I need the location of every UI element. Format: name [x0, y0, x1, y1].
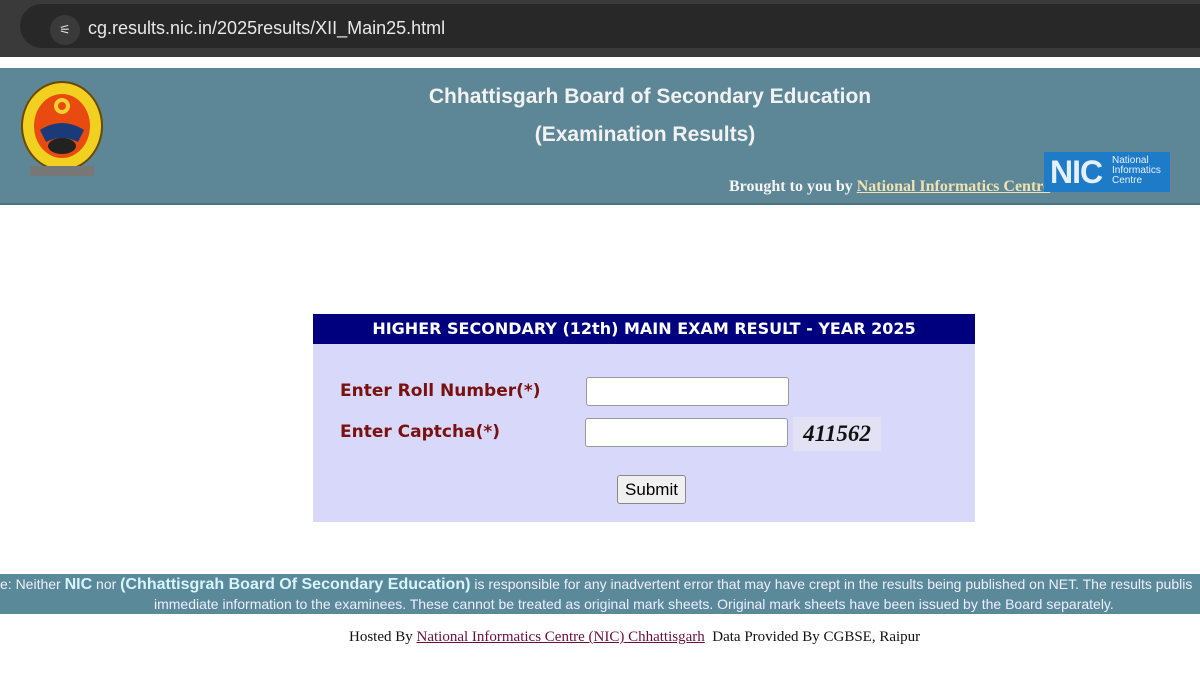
- site-header: Chhattisgarh Board of Secondary Educatio…: [0, 68, 1200, 205]
- captcha-image: 411562: [793, 417, 881, 451]
- form-title: HIGHER SECONDARY (12th) MAIN EXAM RESULT…: [313, 314, 975, 344]
- disclaimer-banner: e: Neither NIC nor (Chhattisgrah Board O…: [0, 574, 1200, 614]
- nic-logo-text: National Informatics Centre: [1112, 155, 1161, 186]
- disclaimer-line-2: immediate information to the examinees. …: [154, 596, 1114, 612]
- nic-logo[interactable]: NIC National Informatics Centre: [1044, 152, 1170, 192]
- hosted-prefix: Hosted By: [349, 629, 413, 645]
- browser-toolbar: ⚟ cg.results.nic.in/2025results/XII_Main…: [0, 0, 1200, 57]
- footer: Hosted By National Informatics Centre (N…: [349, 629, 920, 646]
- brought-prefix: Brought to you by: [729, 178, 853, 195]
- submit-button[interactable]: Submit: [617, 475, 686, 504]
- brought-by: Brought to you by National Informatics C…: [729, 178, 1050, 196]
- page-subtitle: (Examination Results): [534, 123, 756, 146]
- captcha-label: Enter Captcha(*): [340, 422, 500, 442]
- tune-icon[interactable]: ⚟: [50, 15, 80, 45]
- roll-number-input[interactable]: [586, 377, 789, 406]
- page-title: Chhattisgarh Board of Secondary Educatio…: [428, 85, 872, 108]
- cgbse-logo: [21, 81, 103, 176]
- disclaimer-line-1: e: Neither NIC nor (Chhattisgrah Board O…: [0, 576, 1193, 593]
- nic-link[interactable]: National Informatics Centre: [856, 178, 1051, 195]
- roll-number-label: Enter Roll Number(*): [340, 381, 541, 401]
- nic-chhattisgarh-link[interactable]: National Informatics Centre (NIC) Chhatt…: [416, 629, 705, 645]
- url-text[interactable]: cg.results.nic.in/2025results/XII_Main25…: [88, 18, 446, 38]
- result-form: HIGHER SECONDARY (12th) MAIN EXAM RESULT…: [313, 314, 975, 522]
- nic-logo-abbr: NIC: [1050, 154, 1103, 190]
- data-provided: Data Provided By CGBSE, Raipur: [712, 629, 921, 645]
- address-bar[interactable]: ⚟ cg.results.nic.in/2025results/XII_Main…: [20, 4, 1200, 48]
- captcha-input[interactable]: [585, 418, 788, 447]
